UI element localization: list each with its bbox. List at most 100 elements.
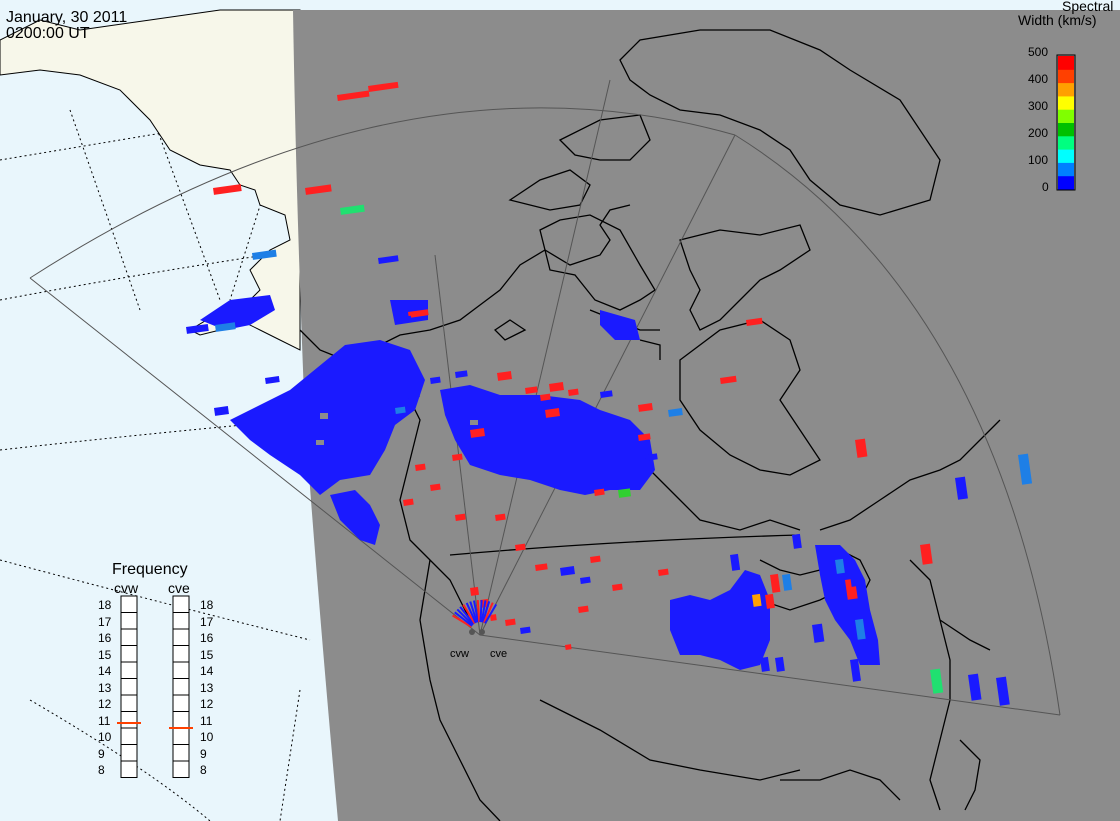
scatter-cell xyxy=(525,386,538,394)
frequency-scale-label: 13 xyxy=(98,680,112,695)
colorbar-tick: 0 xyxy=(1042,180,1049,194)
radar-site-cve xyxy=(479,629,485,635)
scatter-cell xyxy=(617,488,631,498)
frequency-scale-label: 11 xyxy=(98,713,111,728)
scatter-cell xyxy=(505,618,516,626)
scatter-gap xyxy=(316,440,324,445)
scatter-cell xyxy=(495,513,506,521)
scatter-patch xyxy=(670,570,770,670)
scatter-cell xyxy=(470,586,480,596)
scatter-cell xyxy=(854,438,868,458)
frequency-scale-label: 17 xyxy=(98,614,112,629)
scatter-cell xyxy=(729,553,741,571)
scatter-cell xyxy=(668,408,683,417)
scatter-cell xyxy=(855,618,866,640)
scatter-cell xyxy=(185,323,209,334)
scatter-cell xyxy=(645,453,658,461)
canada-us-border xyxy=(449,534,801,556)
scatter-cell xyxy=(452,453,463,461)
scatter-cell xyxy=(455,513,466,521)
frequency-scale-label: 10 xyxy=(200,730,214,744)
frequency-column-cve: cve xyxy=(168,580,190,596)
colorbar-segment xyxy=(1058,175,1074,190)
frequency-scale-label: 18 xyxy=(200,598,214,612)
frequency-title: Frequency xyxy=(112,561,188,578)
scatter-cell xyxy=(455,370,468,378)
scatter-patch xyxy=(600,310,640,340)
scatter-cell xyxy=(600,390,613,398)
scatter-cell xyxy=(367,81,399,92)
near-range-scatter xyxy=(484,603,498,624)
scatter-gap xyxy=(320,413,328,419)
frequency-scale-label: 9 xyxy=(200,746,207,761)
near-range-scatter xyxy=(479,599,483,623)
scatter-cell xyxy=(415,463,426,471)
scatter-cell xyxy=(408,309,429,318)
scatter-gap xyxy=(430,440,436,445)
scatter-cell xyxy=(265,376,280,384)
colorbar-tick: 400 xyxy=(1028,72,1049,86)
scatter-cell xyxy=(746,317,763,326)
colorbar-segment xyxy=(1058,109,1074,123)
scatter-cell xyxy=(996,676,1010,706)
scatter-cell xyxy=(811,623,825,643)
scatter-cell xyxy=(968,673,982,701)
colorbar-tick: 100 xyxy=(1028,153,1049,167)
frequency-scale-label: 13 xyxy=(200,680,214,695)
scatter-cell xyxy=(578,605,589,613)
near-range-scatter xyxy=(476,600,481,623)
scatter-cell xyxy=(560,566,575,576)
scatter-cell xyxy=(751,593,762,607)
scatter-cell xyxy=(305,184,332,195)
near-range-scatter xyxy=(465,602,477,624)
scatter-cell xyxy=(850,658,861,682)
colorbar-tick: 200 xyxy=(1028,126,1049,140)
scatter-cell xyxy=(590,555,601,563)
frequency-scale-label: 12 xyxy=(98,697,112,711)
scatter-cell xyxy=(496,371,512,381)
scatter-cell xyxy=(770,573,781,593)
frequency-column-box xyxy=(172,595,190,778)
near-range-scatter xyxy=(483,602,494,624)
scatter-cell xyxy=(782,573,793,591)
colorbar-title-line1: Spectral xyxy=(1062,0,1114,14)
scatter-cell xyxy=(638,433,651,441)
near-range-scatter xyxy=(472,600,480,623)
scatter-cell xyxy=(252,249,277,260)
scatter-cell xyxy=(792,533,802,549)
scatter-cell xyxy=(214,322,236,332)
frequency-panel xyxy=(117,595,193,778)
scatter-cell xyxy=(395,406,406,414)
near-range-scatter xyxy=(480,600,487,623)
scatter-cell xyxy=(469,428,485,438)
frequency-scale-label: 17 xyxy=(200,614,214,629)
nightside-region xyxy=(293,10,1120,821)
colorbar-segment xyxy=(1058,135,1074,150)
colorbar-tick: 300 xyxy=(1028,99,1049,113)
radar-fields-of-view xyxy=(29,79,1061,716)
scatter-patch xyxy=(330,490,380,545)
colorbar-segment xyxy=(1058,95,1074,110)
colorbar-tick: 500 xyxy=(1028,45,1049,59)
colorbar-segment xyxy=(1058,149,1074,163)
colorbar-title-line2: Width (km/s) xyxy=(1018,12,1097,28)
near-range-scatter xyxy=(459,606,475,625)
scatter-cell xyxy=(395,315,412,324)
scatter-cell xyxy=(658,568,669,576)
frequency-scale-label: 18 xyxy=(98,598,112,612)
colorbar-segment xyxy=(1058,162,1074,177)
colorbar-segment xyxy=(1058,82,1074,97)
radar-label-cve: cve xyxy=(490,648,508,660)
scatter-cell xyxy=(850,573,860,587)
date-label: January, 30 2011 xyxy=(6,9,128,26)
scatter-cell xyxy=(955,476,968,500)
scatter-cell xyxy=(545,408,560,418)
radar-site-cvw xyxy=(469,629,475,635)
frequency-scale-label: 9 xyxy=(98,746,105,761)
near-range-scatter xyxy=(462,604,476,624)
scatter-cell xyxy=(430,483,441,491)
scatter-cell xyxy=(549,382,564,392)
scatter-cell xyxy=(565,644,572,650)
